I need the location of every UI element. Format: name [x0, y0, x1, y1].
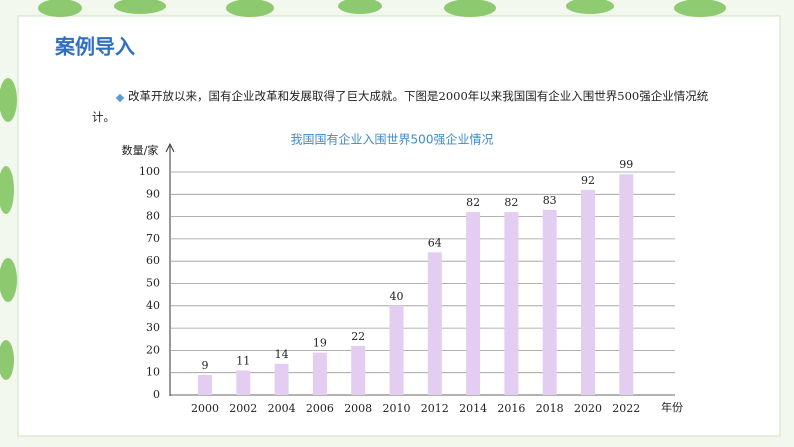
x-tick-label: 2014 [459, 402, 487, 415]
bar [619, 174, 634, 395]
x-tick-label: 2004 [268, 402, 296, 415]
bar [542, 209, 557, 395]
y-tick-label: 90 [146, 187, 160, 200]
x-tick-label: 2006 [306, 402, 334, 415]
value-label: 82 [466, 196, 480, 209]
y-tick-label: 80 [146, 210, 160, 223]
y-tick-label: 70 [146, 232, 160, 245]
y-axis-label: 数量/家 [122, 143, 159, 157]
y-tick-label: 30 [146, 321, 160, 334]
bar [581, 189, 595, 395]
x-tick-label: 2010 [383, 402, 411, 415]
value-label: 11 [236, 354, 250, 367]
value-label: 14 [275, 348, 289, 361]
bar [466, 212, 481, 395]
x-tick-label: 2012 [421, 402, 449, 415]
bar [351, 345, 366, 395]
value-label: 83 [543, 194, 557, 207]
y-tick-label: 0 [153, 388, 160, 401]
value-label: 22 [351, 330, 365, 343]
x-tick-label: 2000 [191, 402, 219, 415]
intro-text: 改革开放以来，国有企业改革和发展取得了巨大成就。下图是2000年以来我国国有企业… [92, 89, 709, 124]
slide-title: 案例导入 [54, 35, 135, 59]
x-tick-label: 2008 [344, 402, 372, 415]
y-tick-label: 40 [146, 299, 160, 312]
bullet [115, 93, 125, 103]
bar [236, 370, 251, 395]
bar [312, 352, 327, 395]
x-tick-label: 2020 [574, 402, 602, 415]
x-axis-label: 年份 [661, 400, 683, 414]
x-tick-label: 2022 [612, 402, 640, 415]
bar [389, 305, 404, 395]
value-label: 82 [504, 196, 518, 209]
chart-title: 我国国有企业入围世界500强企业情况 [291, 132, 494, 147]
value-label: 40 [390, 290, 404, 303]
bar [198, 374, 212, 395]
leaf-decoration [0, 0, 726, 380]
value-label: 99 [619, 158, 633, 171]
y-tick-label: 10 [146, 366, 160, 379]
bar [504, 212, 519, 395]
value-label: 92 [581, 174, 595, 187]
y-axis-arrow [165, 142, 175, 153]
y-tick-label: 60 [146, 254, 160, 267]
y-tick-label: 100 [139, 165, 160, 178]
value-label: 64 [428, 236, 442, 249]
x-tick-label: 2018 [536, 402, 564, 415]
value-label: 9 [202, 359, 209, 372]
y-tick-label: 20 [146, 343, 160, 356]
bar [274, 363, 289, 395]
x-tick-label: 2002 [229, 402, 257, 415]
x-tick-label: 2016 [497, 402, 525, 415]
bar [427, 252, 442, 395]
value-label: 19 [313, 337, 327, 350]
y-tick-label: 50 [146, 277, 160, 290]
